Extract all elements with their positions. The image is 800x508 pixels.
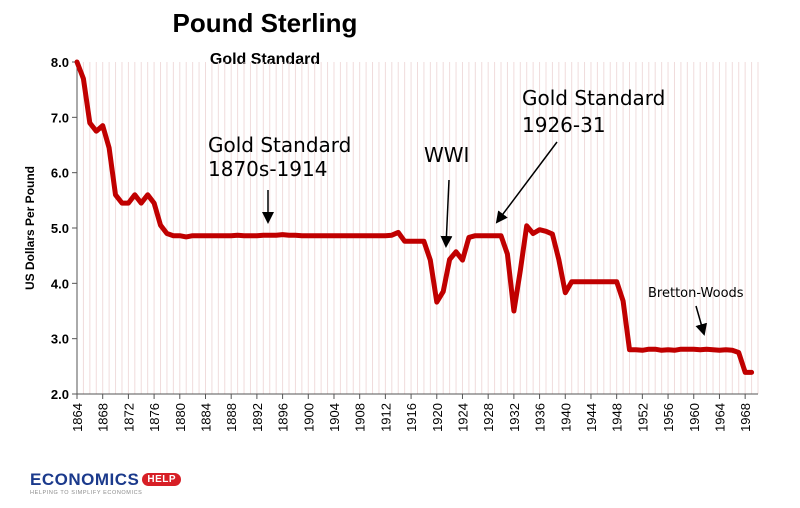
x-tick-label: 1956 bbox=[661, 403, 676, 432]
x-tick-label: 1916 bbox=[404, 403, 419, 432]
x-tick-label: 1908 bbox=[353, 403, 368, 432]
x-tick-label: 1936 bbox=[533, 403, 548, 432]
annotation: Bretton-Woods bbox=[648, 286, 744, 336]
chart-title: Pound Sterling bbox=[173, 8, 358, 38]
x-tick-label: 1872 bbox=[121, 403, 136, 432]
annotation-text: Bretton-Woods bbox=[648, 286, 744, 301]
x-tick-label: 1920 bbox=[430, 403, 445, 432]
grid bbox=[76, 62, 759, 394]
x-tick-label: 1864 bbox=[70, 403, 85, 432]
x-tick-label: 1928 bbox=[481, 403, 496, 432]
x-tick-label: 1888 bbox=[224, 403, 239, 432]
y-tick-label: 6.0 bbox=[51, 166, 69, 181]
y-tick-label: 8.0 bbox=[51, 55, 69, 70]
x-tick-label: 1880 bbox=[173, 403, 188, 432]
x-tick-label: 1896 bbox=[276, 403, 291, 432]
annotation-text: Gold Standard bbox=[522, 86, 665, 110]
x-tick-labels: 1864 1868 1872 1876 1880 1884 1888 1892 1896 1900… bbox=[70, 394, 753, 432]
x-tick-label: 1948 bbox=[610, 403, 625, 432]
annotation: Gold Standard 1926-31 bbox=[495, 86, 665, 224]
x-tick-label: 1912 bbox=[378, 403, 393, 432]
annotation-arrow bbox=[495, 141, 558, 224]
annotation-text: Gold Standard bbox=[208, 133, 351, 157]
annotation: WWI bbox=[424, 143, 469, 248]
x-tick-label: 1900 bbox=[301, 403, 316, 432]
x-tick-label: 1924 bbox=[455, 403, 470, 432]
x-tick-label: 1940 bbox=[558, 403, 573, 432]
x-tick-label: 1868 bbox=[96, 403, 111, 432]
x-tick-label: 1876 bbox=[147, 403, 162, 432]
annotation-arrow bbox=[440, 179, 453, 248]
x-tick-label: 1960 bbox=[687, 403, 702, 432]
x-tick-label: 1968 bbox=[738, 403, 753, 432]
y-tick-label: 5.0 bbox=[51, 221, 69, 236]
y-tick-label: 4.0 bbox=[51, 276, 69, 291]
y-axis-label: US Dollars Per Pound bbox=[23, 166, 37, 290]
y-tick-label: 7.0 bbox=[51, 110, 69, 125]
series-line bbox=[74, 59, 755, 375]
logo-wordmark: ECONOMICS bbox=[30, 470, 140, 489]
y-tick-label: 2.0 bbox=[51, 387, 69, 402]
x-tick-label: 1944 bbox=[584, 403, 599, 432]
x-tick-label: 1964 bbox=[712, 403, 727, 432]
x-tick-label: 1904 bbox=[327, 403, 342, 432]
annotation-text: 1926-31 bbox=[522, 113, 606, 137]
x-tick-label: 1952 bbox=[635, 403, 650, 432]
y-tick-labels: 2.0 3.0 4.0 5.0 6.0 7.0 8.0 bbox=[51, 55, 77, 402]
annotation-arrow bbox=[695, 305, 708, 336]
logo-badge: HELP bbox=[142, 473, 182, 486]
annotation-text: 1870s-1914 bbox=[208, 157, 327, 181]
annotation-text: WWI bbox=[424, 143, 469, 167]
x-tick-label: 1892 bbox=[250, 403, 265, 432]
x-tick-label: 1932 bbox=[507, 403, 522, 432]
chart-subtitle: Gold Standard bbox=[210, 51, 320, 68]
series-layer bbox=[74, 59, 755, 375]
y-tick-label: 3.0 bbox=[51, 332, 69, 347]
logo-tagline: HELPING TO SIMPLIFY ECONOMICS bbox=[30, 490, 143, 496]
x-tick-label: 1884 bbox=[198, 403, 213, 432]
